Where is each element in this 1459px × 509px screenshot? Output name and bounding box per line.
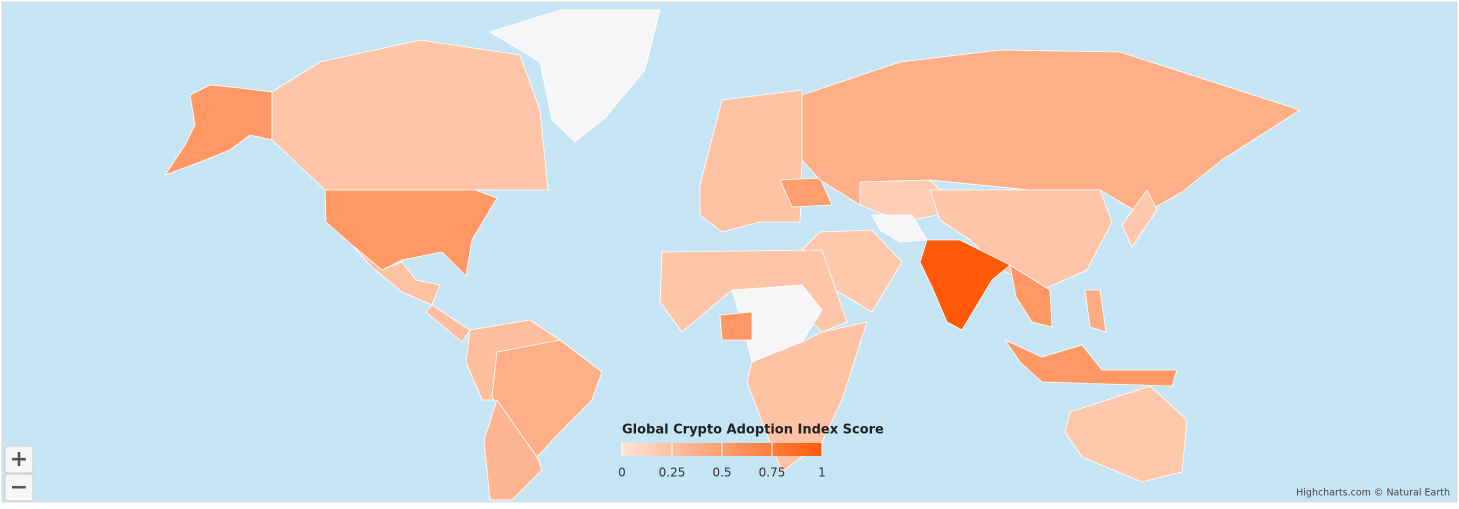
- region[interactable]: [929, 189, 1113, 291]
- legend-title: Global Crypto Adoption Index Score: [622, 423, 884, 438]
- zoom-out-label[interactable]: −: [10, 475, 28, 500]
- zoom-out-button[interactable]: [4, 473, 34, 502]
- region[interactable]: [1004, 339, 1178, 387]
- zoom-in-label[interactable]: +: [10, 447, 28, 472]
- legend-tick-label: 0: [618, 466, 626, 480]
- credits[interactable]: Highcharts.com © Natural Earth: [1296, 488, 1450, 499]
- region[interactable]: [779, 177, 833, 208]
- region[interactable]: [483, 399, 543, 501]
- region[interactable]: [271, 39, 549, 191]
- region[interactable]: [489, 9, 661, 143]
- region[interactable]: [1121, 189, 1158, 248]
- legend-tick-label: 0.25: [659, 466, 686, 480]
- region[interactable]: [699, 89, 803, 233]
- region[interactable]: [324, 189, 498, 277]
- region[interactable]: [425, 304, 471, 343]
- legend-tick-label: 0.75: [759, 466, 786, 480]
- region[interactable]: [1064, 385, 1188, 483]
- legend-tick-label: 0.5: [712, 466, 731, 480]
- region[interactable]: [1084, 289, 1107, 333]
- legend-tick-label: 1: [818, 466, 826, 480]
- region[interactable]: [351, 244, 441, 306]
- region[interactable]: [746, 321, 868, 473]
- region[interactable]: [919, 239, 1011, 331]
- region[interactable]: [719, 311, 753, 341]
- region[interactable]: [871, 214, 928, 243]
- region[interactable]: [1009, 264, 1053, 328]
- region[interactable]: [164, 84, 273, 176]
- zoom-in-button[interactable]: [4, 445, 34, 474]
